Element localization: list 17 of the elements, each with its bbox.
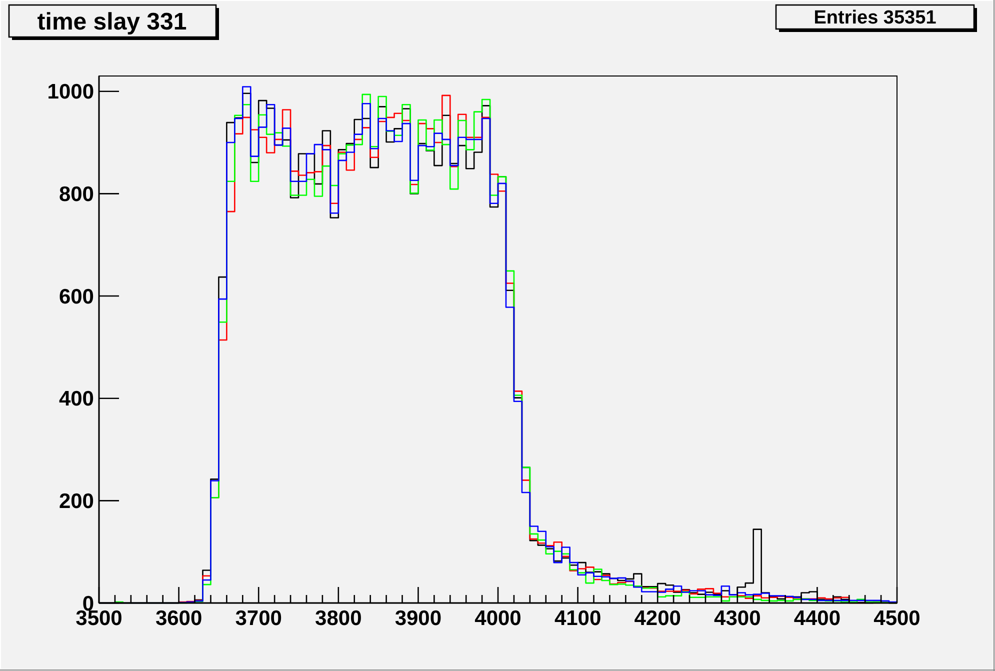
text: Entries 35351 — [814, 8, 937, 29]
y-tick-label: 1000 — [47, 80, 94, 104]
y-tick-label: 200 — [58, 490, 94, 514]
y-tick-label: 400 — [58, 388, 94, 411]
y-tick-label: 800 — [58, 183, 94, 206]
chart-title: time slay 331 — [37, 8, 187, 36]
x-tick-label: 4000 — [474, 607, 522, 630]
x-tick-label: 4300 — [714, 607, 761, 630]
x-tick-label: 3700 — [235, 607, 282, 630]
x-tick-label: 4500 — [874, 607, 920, 630]
x-tick-label: 4200 — [634, 607, 681, 630]
y-tick-label: 600 — [58, 285, 94, 308]
x-tick-label: 3800 — [315, 607, 362, 630]
x-tick-label: 3600 — [155, 607, 202, 630]
x-tick-label: 4100 — [554, 607, 602, 630]
x-tick-label: 3900 — [394, 607, 442, 630]
x-tick-label: 4400 — [794, 607, 841, 630]
